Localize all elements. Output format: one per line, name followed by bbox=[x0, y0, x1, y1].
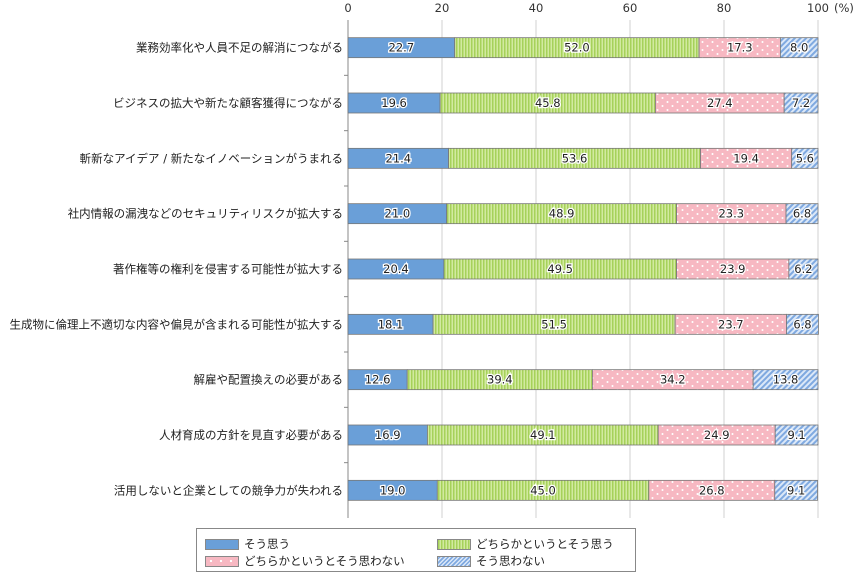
x-tick-label: 20 bbox=[435, 1, 450, 15]
legend-item: そう思う bbox=[205, 536, 290, 552]
data-label: 48.9 bbox=[549, 207, 575, 221]
bar-segment bbox=[780, 37, 819, 59]
category-label: 人材育成の方針を見直す必要がある bbox=[159, 428, 343, 442]
legend-item: どちらかというとそう思う bbox=[437, 536, 614, 552]
data-label: 53.6 bbox=[562, 151, 588, 165]
legend-label: どちらかというとそう思う bbox=[476, 537, 614, 551]
legend-item: どちらかというとそう思わない bbox=[205, 553, 405, 569]
legend-label: どちらかというとそう思わない bbox=[244, 554, 405, 568]
bar-segment bbox=[752, 369, 819, 391]
data-label: 22.7 bbox=[389, 41, 415, 55]
data-label: 19.0 bbox=[380, 483, 406, 497]
data-label: 8.0 bbox=[790, 41, 808, 55]
data-label: 9.1 bbox=[787, 428, 805, 442]
data-label: 23.9 bbox=[720, 262, 746, 276]
bar-segment bbox=[785, 203, 819, 225]
category-label: 活用しないと企業としての競争力が失われる bbox=[114, 483, 343, 497]
x-tick-label: 60 bbox=[623, 1, 638, 15]
data-label: 9.1 bbox=[787, 483, 805, 497]
data-label: 7.2 bbox=[792, 96, 810, 110]
data-label: 23.7 bbox=[718, 317, 744, 331]
x-tick-label: 100 bbox=[807, 1, 829, 15]
category-label: 斬新なアイデア / 新たなイノベーションがうまれる bbox=[80, 151, 343, 165]
data-label: 23.3 bbox=[718, 207, 744, 221]
x-tick-label: 0 bbox=[344, 1, 351, 15]
bar-segment bbox=[791, 147, 819, 169]
data-label: 24.9 bbox=[704, 428, 730, 442]
data-label: 19.6 bbox=[381, 96, 407, 110]
bar-segment bbox=[783, 92, 819, 114]
data-label: 13.8 bbox=[773, 373, 799, 387]
data-label: 12.6 bbox=[365, 373, 391, 387]
x-tick-label: 80 bbox=[717, 1, 732, 15]
data-label: 45.0 bbox=[530, 483, 556, 497]
data-label: 45.8 bbox=[535, 96, 561, 110]
data-label: 27.4 bbox=[707, 96, 733, 110]
data-label: 52.0 bbox=[564, 41, 590, 55]
data-label: 26.8 bbox=[699, 483, 725, 497]
data-label: 20.4 bbox=[383, 262, 409, 276]
data-label: 49.1 bbox=[530, 428, 556, 442]
bar-segment bbox=[774, 479, 818, 501]
data-label: 19.4 bbox=[733, 151, 759, 165]
category-label: 社内情報の漏洩などのセキュリティリスクが拡大する bbox=[68, 207, 343, 221]
data-label: 16.9 bbox=[375, 428, 401, 442]
unit-label: (%) bbox=[834, 1, 854, 15]
category-label: 生成物に倫理上不適切な内容や偏見が含まれる可能性が拡大する bbox=[10, 317, 344, 331]
legend-label: そう思う bbox=[244, 537, 290, 551]
data-label: 5.6 bbox=[796, 151, 814, 165]
bar-segment bbox=[786, 313, 819, 335]
x-tick-label: 40 bbox=[529, 1, 544, 15]
data-label: 51.5 bbox=[541, 317, 567, 331]
data-label: 6.2 bbox=[794, 262, 812, 276]
legend-label: そう思わない bbox=[476, 554, 545, 568]
legend: そう思う どちらかというとそう思う どちらかというとそう思わない そう思わない bbox=[196, 528, 636, 572]
bar-segment bbox=[774, 424, 819, 446]
bar-segment bbox=[788, 258, 819, 280]
category-label: 著作権等の権利を侵害する可能性が拡大する bbox=[113, 262, 343, 276]
data-label: 21.0 bbox=[385, 207, 411, 221]
data-label: 6.8 bbox=[793, 207, 811, 221]
data-label: 6.8 bbox=[793, 317, 811, 331]
data-label: 18.1 bbox=[378, 317, 404, 331]
category-label: 解雇や配置換えの必要がある bbox=[194, 373, 344, 387]
category-label: 業務効率化や人員不足の解消につながる bbox=[136, 41, 343, 55]
data-label: 39.4 bbox=[487, 373, 513, 387]
category-label: ビジネスの拡大や新たな顧客獲得につながる bbox=[113, 96, 343, 110]
data-label: 17.3 bbox=[727, 41, 753, 55]
data-label: 34.2 bbox=[660, 373, 686, 387]
data-label: 21.4 bbox=[385, 151, 411, 165]
data-label: 49.5 bbox=[547, 262, 573, 276]
legend-item: そう思わない bbox=[437, 553, 545, 569]
